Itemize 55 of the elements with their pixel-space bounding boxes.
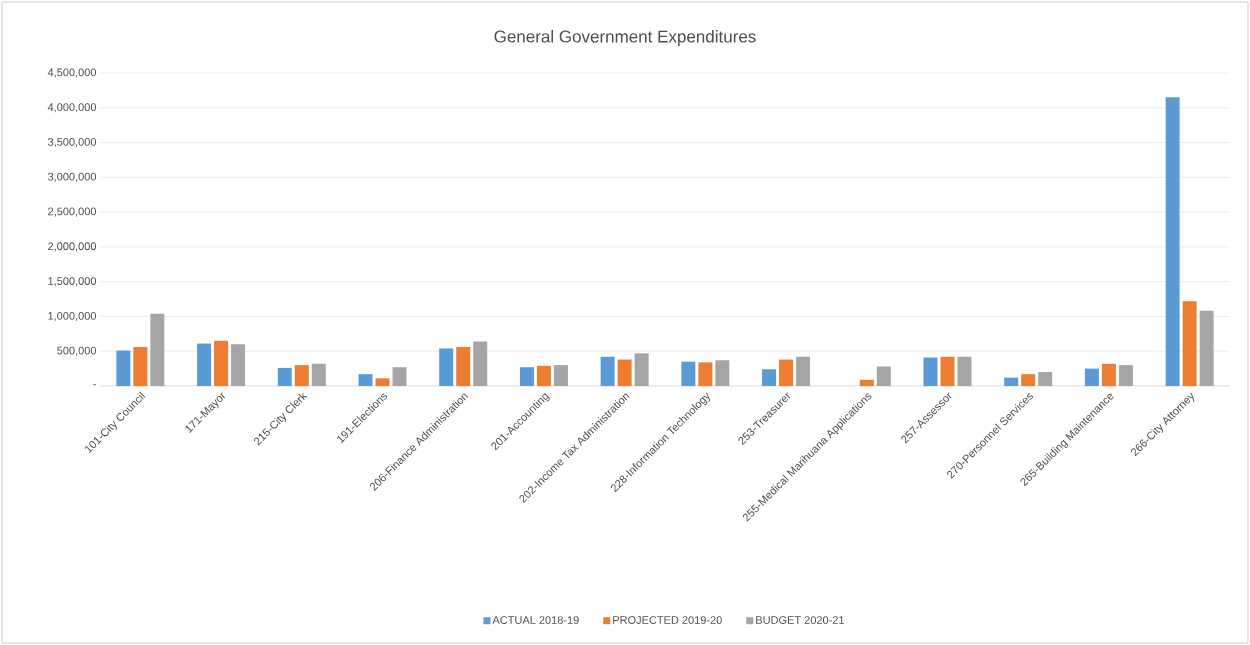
bar — [553, 365, 568, 386]
bar — [600, 356, 615, 386]
bar — [277, 367, 292, 386]
bar — [1118, 365, 1133, 386]
bar — [133, 347, 148, 386]
bar — [473, 341, 488, 386]
bar — [294, 365, 309, 386]
bar — [940, 356, 955, 386]
bar — [957, 356, 972, 386]
bar — [779, 359, 794, 386]
y-tick-label: 4,000,000 — [47, 103, 97, 113]
y-tick-label: 3,500,000 — [47, 138, 97, 148]
bar — [439, 348, 454, 386]
bar — [197, 343, 212, 386]
y-tick-label: 3,000,000 — [47, 172, 97, 182]
y-tick-label: 4,500,000 — [47, 68, 97, 78]
bar — [519, 367, 534, 386]
bar — [1004, 377, 1019, 386]
bar — [681, 361, 696, 386]
bar — [1165, 97, 1180, 386]
legend-label: PROJECTED 2019-20 — [613, 616, 722, 624]
bar — [214, 340, 229, 386]
bar — [698, 362, 713, 386]
legend-label: ACTUAL 2018-19 — [492, 616, 579, 624]
bar — [231, 344, 246, 386]
y-tick-label: 2,000,000 — [48, 242, 97, 252]
bar — [536, 365, 551, 386]
bar — [375, 378, 390, 386]
bar — [762, 369, 777, 386]
bar — [859, 379, 874, 386]
bar — [1084, 368, 1099, 386]
y-tick-label: 1,000,000 — [48, 311, 97, 321]
bar — [1182, 301, 1197, 386]
bar — [1021, 374, 1036, 386]
y-tick-label: 500,000 — [57, 346, 97, 356]
y-tick-label: 1,500,000 — [48, 277, 97, 287]
bar — [796, 356, 811, 386]
bar — [617, 359, 632, 386]
bar — [1038, 372, 1053, 386]
bar — [116, 350, 131, 386]
bar — [923, 357, 938, 386]
bar — [634, 353, 649, 386]
bar — [456, 347, 471, 386]
bar — [358, 374, 373, 386]
y-tick-label: 2,500,000 — [48, 207, 97, 217]
bar — [392, 367, 407, 386]
bar — [150, 313, 165, 386]
bar — [1199, 310, 1214, 386]
chart-title: General Government Expenditures — [494, 30, 756, 46]
bar — [715, 360, 730, 386]
bar — [311, 363, 326, 386]
y-tick-label: - — [93, 384, 96, 386]
legend-label: BUDGET 2020-21 — [756, 616, 844, 624]
bar — [1101, 363, 1116, 386]
bar — [876, 366, 891, 386]
